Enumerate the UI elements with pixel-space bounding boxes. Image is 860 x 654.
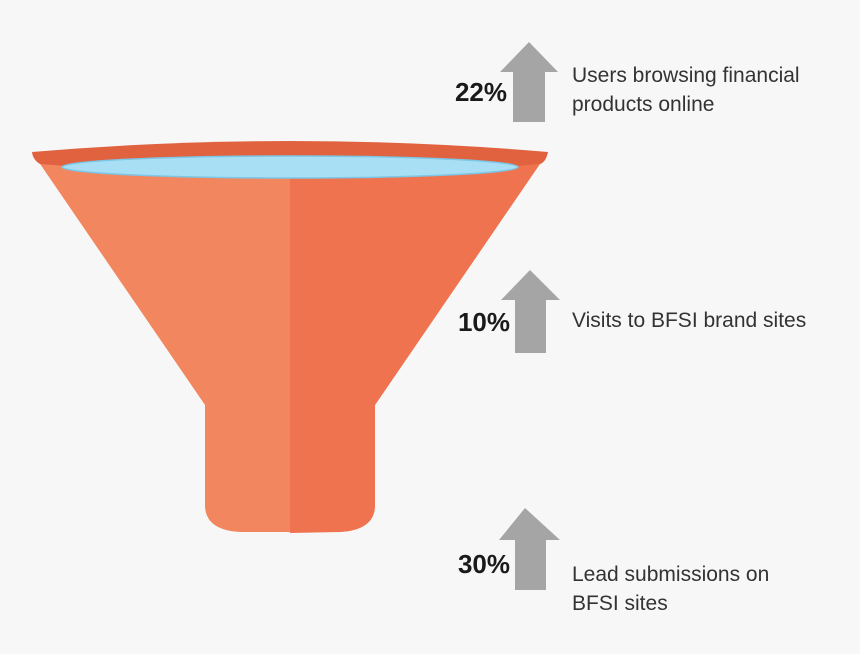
- up-arrow: [499, 508, 560, 590]
- description: BFSI sites: [572, 592, 668, 615]
- description: Visits to BFSI brand sites: [572, 309, 806, 332]
- funnel-opening: [61, 155, 519, 179]
- percent: 22%: [455, 77, 507, 107]
- percent: 10%: [458, 307, 510, 337]
- funnel: [32, 141, 548, 533]
- description: products online: [572, 93, 714, 116]
- up-arrow: [500, 42, 558, 122]
- arrows: [499, 42, 560, 590]
- description: Users browsing financial: [572, 64, 800, 87]
- up-arrow: [501, 270, 560, 353]
- funnel-right: [290, 158, 544, 533]
- description: Lead submissions on: [572, 563, 769, 586]
- percent: 30%: [458, 549, 510, 579]
